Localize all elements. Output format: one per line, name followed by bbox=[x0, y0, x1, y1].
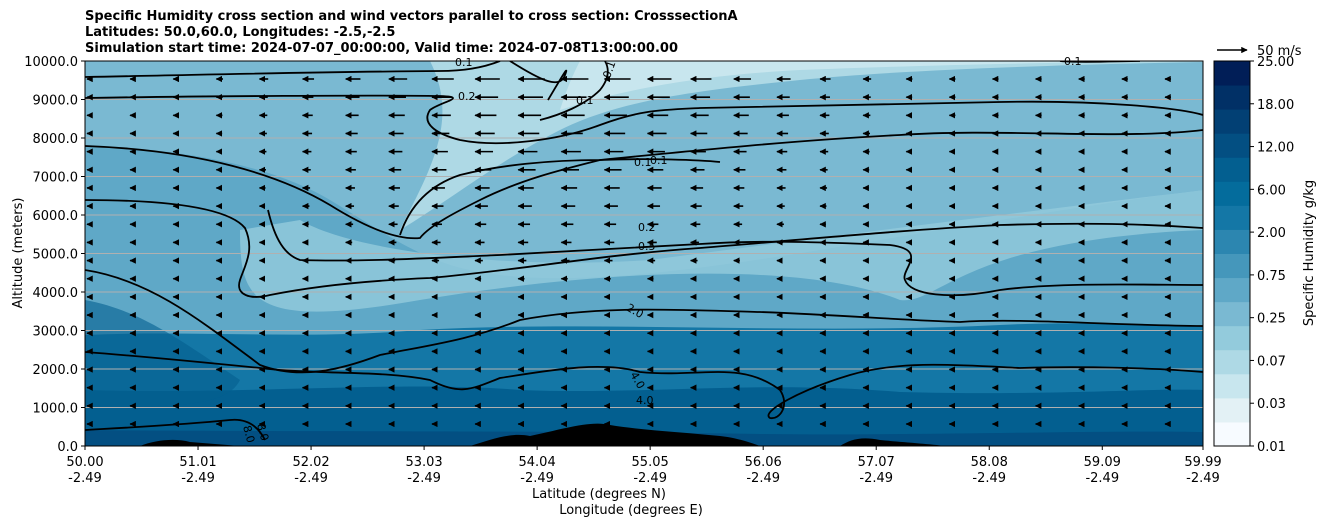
y-axis-label: Altitude (meters) bbox=[11, 198, 26, 309]
x-tick-label-lat: 59.09 bbox=[1084, 455, 1121, 470]
x-tick-label-lon: -2.49 bbox=[407, 471, 441, 486]
contour-label: 0.1 bbox=[576, 94, 594, 107]
x-tick-label-lon: -2.49 bbox=[68, 471, 102, 486]
terrain bbox=[85, 423, 1203, 446]
colorbar-swatch bbox=[1214, 181, 1250, 206]
contour-0.1-c bbox=[539, 61, 609, 121]
y-tick-label: 0.0 bbox=[57, 440, 78, 455]
y-tick-label: 3000.0 bbox=[33, 325, 79, 340]
contour-label: 8.0 bbox=[240, 424, 257, 444]
y-tick-label: 8000.0 bbox=[33, 132, 79, 147]
contour-4.0 bbox=[85, 351, 1203, 419]
contour-label: 0.2 bbox=[458, 90, 476, 103]
y-tick-label: 7000.0 bbox=[33, 171, 79, 186]
colorbar-swatch bbox=[1214, 229, 1250, 254]
contour-2.0 bbox=[85, 269, 1203, 374]
x-tick-label-lon: -2.49 bbox=[181, 471, 215, 486]
colorbar-tick-label: 0.03 bbox=[1257, 397, 1286, 412]
x-tick-label-lon: -2.49 bbox=[520, 471, 554, 486]
colorbar: 0.01 0.03 0.07 0.25 0.75 2.00 6.00 12.00 18.00 25… bbox=[1213, 55, 1294, 455]
title-line-1: Specific Humidity cross section and wind… bbox=[85, 9, 738, 24]
x-tick-label-lat: 51.01 bbox=[179, 455, 216, 470]
y-tick-label: 1000.0 bbox=[33, 402, 79, 417]
colorbar-swatch bbox=[1214, 325, 1250, 351]
x-tick-label-lat: 52.02 bbox=[292, 455, 329, 470]
x-tick-label-lat: 57.07 bbox=[858, 455, 895, 470]
colorbar-swatch bbox=[1214, 157, 1250, 182]
colorbar-tick-label: 2.00 bbox=[1257, 226, 1286, 241]
contour-label: 0.1 bbox=[600, 59, 618, 80]
contour-0.5-low bbox=[267, 209, 1203, 297]
colorbar-swatch bbox=[1214, 277, 1250, 303]
colorbar-swatch bbox=[1214, 61, 1250, 86]
contour-8.0 bbox=[85, 418, 266, 441]
humidity-contours bbox=[85, 61, 1203, 441]
contour-label: 0.5 bbox=[638, 240, 656, 253]
contour-label: 0.2 bbox=[638, 221, 656, 234]
colorbar-tick-label: 0.01 bbox=[1257, 440, 1286, 455]
x-tick-label-lat: 56.06 bbox=[745, 455, 782, 470]
colorbar-tick-label: 18.00 bbox=[1257, 98, 1294, 113]
colorbar-swatch bbox=[1214, 85, 1250, 110]
x-tick-label-lat: 58.08 bbox=[971, 455, 1008, 470]
x-tick-label-lon: -2.49 bbox=[633, 471, 667, 486]
colorbar-swatch bbox=[1214, 421, 1250, 447]
title-line-3: Simulation start time: 2024-07-07_00:00:… bbox=[85, 41, 678, 56]
x-axis: 50.00-2.4951.01-2.4952.02-2.4953.03-2.49… bbox=[66, 446, 1222, 486]
x-tick-label-lon: -2.49 bbox=[294, 471, 328, 486]
colorbar-tick-label: 0.07 bbox=[1257, 354, 1286, 369]
x-tick-label-lat: 50.00 bbox=[66, 455, 103, 470]
colorbar-swatch bbox=[1214, 397, 1250, 423]
gridlines bbox=[85, 99, 1203, 408]
contour-0.2 bbox=[85, 94, 1203, 145]
contour-0.2-low bbox=[85, 199, 1203, 298]
colorbar-swatch bbox=[1214, 133, 1250, 158]
x-tick-label-lat: 54.04 bbox=[519, 455, 556, 470]
x-axis-label-lon: Longitude (degrees E) bbox=[559, 503, 703, 518]
colorbar-swatch bbox=[1214, 373, 1250, 399]
contour-0.5 bbox=[85, 129, 1203, 240]
x-tick-label-lat: 55.05 bbox=[632, 455, 669, 470]
y-axis: 0.0 1000.0 2000.0 3000.0 4000.0 5000.0 6000.0 7… bbox=[24, 55, 85, 455]
contour-0.1-a bbox=[85, 61, 501, 78]
contour-0.1-inner bbox=[399, 158, 721, 236]
x-tick-label-lon: -2.49 bbox=[1085, 471, 1119, 486]
contour-label: 0.1 bbox=[634, 156, 652, 169]
colorbar-swatch bbox=[1214, 205, 1250, 230]
contour-0.1-b bbox=[509, 61, 568, 101]
colorbar-tick-label: 0.75 bbox=[1257, 269, 1286, 284]
wind-vectors bbox=[86, 75, 1171, 428]
colorbar-swatch bbox=[1214, 349, 1250, 375]
contour-label: 0.1 bbox=[455, 56, 473, 69]
x-tick-label-lon: -2.49 bbox=[1186, 471, 1220, 486]
colorbar-tick-label: 12.00 bbox=[1257, 141, 1294, 156]
colorbar-label: Specific Humidity g/kg bbox=[1302, 180, 1317, 326]
chart-title: Specific Humidity cross section and wind… bbox=[85, 9, 738, 57]
contour-label: 8.0 bbox=[254, 422, 271, 442]
colorbar-swatch bbox=[1214, 301, 1250, 327]
y-tick-label: 5000.0 bbox=[33, 248, 79, 263]
x-tick-label-lon: -2.49 bbox=[972, 471, 1006, 486]
x-tick-label-lon: -2.49 bbox=[859, 471, 893, 486]
y-tick-label: 10000.0 bbox=[24, 55, 78, 70]
x-tick-label-lon: -2.49 bbox=[746, 471, 780, 486]
colorbar-tick-label: 25.00 bbox=[1257, 55, 1294, 70]
y-tick-label: 6000.0 bbox=[33, 209, 79, 224]
colorbar-tick-label: 0.25 bbox=[1257, 312, 1286, 327]
title-line-2: Latitudes: 50.0,60.0, Longitudes: -2.5,-… bbox=[85, 25, 396, 40]
x-tick-label-lat: 59.99 bbox=[1184, 455, 1221, 470]
contour-label: 4.0 bbox=[636, 394, 654, 407]
colorbar-tick-label: 6.00 bbox=[1257, 183, 1286, 198]
x-axis-label-lat: Latitude (degrees N) bbox=[532, 487, 666, 502]
y-tick-label: 4000.0 bbox=[33, 286, 79, 301]
wind-reference-label: 50 m/s bbox=[1257, 44, 1302, 59]
colorbar-swatch bbox=[1214, 253, 1250, 279]
colorbar-frame bbox=[1213, 60, 1251, 447]
colorbar-swatch bbox=[1214, 109, 1250, 134]
x-tick-label-lat: 53.03 bbox=[405, 455, 442, 470]
y-tick-label: 2000.0 bbox=[33, 363, 79, 378]
y-tick-label: 9000.0 bbox=[33, 94, 79, 109]
contour-label: 0.1 bbox=[650, 154, 668, 167]
